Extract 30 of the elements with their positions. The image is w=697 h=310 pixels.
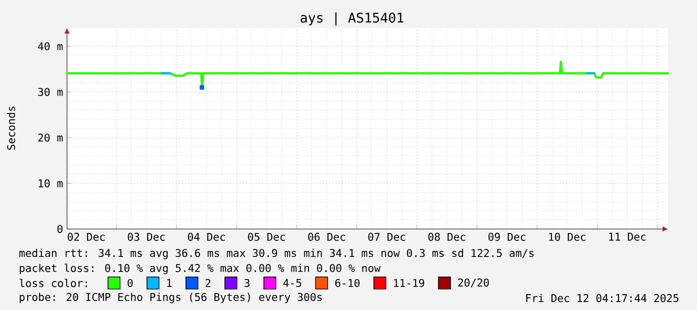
legend-label: 2: [206, 279, 210, 287]
x-tick-label: 11 Dec: [609, 232, 646, 241]
y-tick-label: 10 m: [38, 179, 63, 188]
legend-label: 4-5: [283, 279, 302, 287]
x-tick-label: 08 Dec: [428, 232, 466, 241]
x-tick-label: 09 Dec: [488, 232, 526, 241]
legend-label: 1: [167, 279, 172, 287]
y-tick-label: 30 m: [38, 88, 63, 96]
y-tick-label: 0: [57, 224, 62, 234]
text: median rtt: 34.1 ms avg 36.6 ms max 30.9 ms min 34.1 ms now 0.3 ms sd 122.5 am/s: [19, 248, 534, 260]
legend-title: loss color:: [20, 278, 87, 288]
text: probe: 20 ICMP Echo Pings (56 Bytes) every 300s: [20, 292, 322, 304]
text: packet loss: 0.10 % avg 5.42 % max 0.00 % min 0.00 % now: [20, 264, 381, 274]
legend-label: 0: [128, 278, 133, 288]
x-tick-label: 05 Dec: [248, 232, 285, 241]
legend-label: 20/20: [458, 278, 489, 288]
x-tick-label: 04 Dec: [188, 232, 225, 241]
legend-label: 11-19: [394, 278, 424, 288]
x-tick-label: 03 Dec: [128, 232, 165, 241]
legend-label: 3: [244, 278, 250, 288]
x-tick-label: 02 Dec: [68, 232, 105, 241]
x-tick-label: 07 Dec: [368, 232, 406, 241]
x-tick-label: 06 Dec: [308, 232, 346, 241]
y-tick-label: 20 m: [38, 134, 63, 142]
chart-title: ays | AS15401: [300, 12, 404, 26]
y-axis-title: Seconds: [6, 106, 16, 150]
legend-label: 6-10: [335, 278, 360, 288]
y-tick-label: 40 m: [38, 42, 63, 50]
x-tick-label: 10 Dec: [549, 232, 586, 241]
text: Fri Dec 12 04:17:44 2025: [526, 294, 678, 302]
